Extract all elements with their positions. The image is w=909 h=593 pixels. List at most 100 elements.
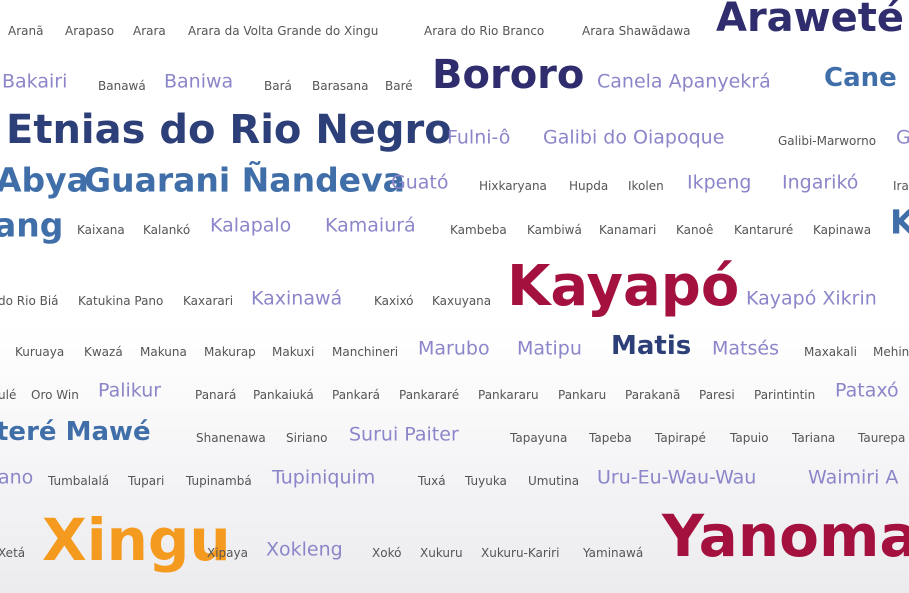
term-kaxixo[interactable]: Kaxixó (374, 294, 414, 308)
term-kambeba[interactable]: Kambeba (450, 223, 507, 237)
term-tapayuna[interactable]: Tapayuna (510, 431, 568, 445)
term-katukina-pano[interactable]: Katukina Pano (78, 294, 164, 308)
term-tuyuka[interactable]: Tuyuka (465, 474, 507, 488)
term-tupiniquim[interactable]: Tupiniquim (272, 466, 376, 489)
term-pankararu[interactable]: Pankararu (478, 388, 539, 402)
term-surui-paiter[interactable]: Surui Paiter (349, 423, 459, 446)
term-arara-shawadawa[interactable]: Arara Shawãdawa (582, 24, 691, 38)
term-kaixana[interactable]: Kaixana (77, 223, 125, 237)
term-bororo[interactable]: Bororo (432, 52, 585, 98)
term-arara[interactable]: Arara (133, 24, 166, 38)
term-kaxinawa[interactable]: Kaxinawá (251, 287, 343, 310)
term-arawete[interactable]: Araweté (716, 0, 905, 41)
term-waimiri-a[interactable]: Waimiri A (808, 466, 899, 489)
term-shanenawa[interactable]: Shanenawa (196, 431, 266, 445)
term-oro-win[interactable]: Oro Win (31, 388, 79, 402)
term-kaxuyana[interactable]: Kaxuyana (432, 294, 492, 308)
term-xukuru-kariri[interactable]: Xukuru-Kariri (481, 546, 560, 560)
term-banawa[interactable]: Banawá (98, 79, 146, 93)
term-ule[interactable]: ulé (0, 388, 17, 402)
term-palikur[interactable]: Palikur (98, 379, 162, 402)
term-fulni-o[interactable]: Fulni-ô (447, 126, 511, 149)
term-uru-eu-wau-wau[interactable]: Uru-Eu-Wau-Wau (597, 466, 757, 489)
term-siriano[interactable]: Siriano (286, 431, 328, 445)
term-arara-do-rio-branco[interactable]: Arara do Rio Branco (424, 24, 545, 38)
term-kuruaya[interactable]: Kuruaya (15, 345, 65, 359)
term-matses[interactable]: Matsés (712, 337, 779, 360)
term-k[interactable]: K (890, 202, 909, 242)
term-arana[interactable]: Aranã (8, 24, 44, 38)
term-xingu[interactable]: Xingu (42, 506, 231, 574)
term-tupari[interactable]: Tupari (128, 474, 165, 488)
term-tariana[interactable]: Tariana (792, 431, 836, 445)
term-baniwa[interactable]: Baniwa (164, 70, 234, 93)
term-bare[interactable]: Baré (385, 79, 413, 93)
term-bakairi[interactable]: Bakairi (2, 70, 68, 93)
term-kalapalo[interactable]: Kalapalo (210, 214, 292, 237)
term-mehin[interactable]: Mehin (873, 345, 909, 359)
term-xipaya[interactable]: Xipaya (207, 546, 248, 560)
term-panara[interactable]: Panará (195, 388, 237, 402)
term-makuna[interactable]: Makuna (140, 345, 187, 359)
term-kanoe[interactable]: Kanoê (676, 223, 714, 237)
term-bara[interactable]: Bará (264, 79, 292, 93)
term-arara-da-volta-grande-do-xingu[interactable]: Arara da Volta Grande do Xingu (188, 24, 379, 38)
term-tuxa[interactable]: Tuxá (418, 474, 446, 488)
term-guato[interactable]: Guató (391, 171, 449, 194)
term-canela-apanyekra[interactable]: Canela Apanyekrá (597, 70, 771, 93)
term-parintintin[interactable]: Parintintin (754, 388, 816, 402)
term-kaxarari[interactable]: Kaxarari (183, 294, 234, 308)
term-marubo[interactable]: Marubo (418, 337, 490, 360)
term-etnias-do-rio-negro[interactable]: Etnias do Rio Negro (6, 107, 452, 153)
term-manchineri[interactable]: Manchineri (332, 345, 399, 359)
term-pankaiuka[interactable]: Pankaiuká (253, 388, 314, 402)
term-tere-mawe[interactable]: teré Mawé (0, 417, 151, 447)
term-ingariko[interactable]: Ingarikó (782, 171, 859, 194)
term-guarani-nandeva[interactable]: Guarani Ñandeva (84, 160, 405, 200)
term-kantarure[interactable]: Kantaruré (734, 223, 794, 237)
term-abya[interactable]: Abya (0, 160, 89, 200)
term-makurap[interactable]: Makurap (204, 345, 256, 359)
term-galibi-do-oiapoque[interactable]: Galibi do Oiapoque (543, 126, 725, 149)
term-yanoma[interactable]: Yanoma (662, 502, 909, 570)
term-xokleng[interactable]: Xokleng (266, 538, 343, 561)
term-tumbalala[interactable]: Tumbalalá (48, 474, 110, 488)
term-umutina[interactable]: Umutina (528, 474, 580, 488)
term-ang[interactable]: ang (0, 205, 64, 245)
term-maxakali[interactable]: Maxakali (804, 345, 857, 359)
term-hupda[interactable]: Hupda (569, 179, 609, 193)
term-g[interactable]: G (896, 126, 909, 149)
term-barasana[interactable]: Barasana (312, 79, 369, 93)
term-kamaiura[interactable]: Kamaiurá (325, 214, 416, 237)
term-pataxo[interactable]: Pataxó (835, 379, 899, 402)
term-parakana[interactable]: Parakanã (625, 388, 681, 402)
term-pankara[interactable]: Pankará (332, 388, 381, 402)
term-cane[interactable]: Cane (824, 63, 897, 93)
term-xeta[interactable]: Xetá (0, 546, 26, 560)
term-kalanko[interactable]: Kalankó (143, 223, 191, 237)
term-pankarare[interactable]: Pankararé (399, 388, 460, 402)
term-makuxi[interactable]: Makuxi (272, 345, 315, 359)
term-ikolen[interactable]: Ikolen (628, 179, 664, 193)
term-tupinamba[interactable]: Tupinambá (186, 474, 252, 488)
term-ikpeng[interactable]: Ikpeng (687, 171, 752, 194)
term-kayapo[interactable]: Kayapó (507, 254, 740, 319)
term-tapirape[interactable]: Tapirapé (655, 431, 706, 445)
term-kapinawa[interactable]: Kapinawa (813, 223, 872, 237)
term-do-rio-bia[interactable]: do Rio Biá (0, 294, 59, 308)
term-ano[interactable]: ano (0, 466, 34, 489)
term-yaminawa[interactable]: Yaminawá (583, 546, 644, 560)
term-tapuio[interactable]: Tapuio (730, 431, 769, 445)
term-tapeba[interactable]: Tapeba (589, 431, 632, 445)
term-matis[interactable]: Matis (611, 331, 692, 361)
term-hixkaryana[interactable]: Hixkaryana (479, 179, 547, 193)
term-kambiwa[interactable]: Kambiwá (527, 223, 582, 237)
term-galibi-marworno[interactable]: Galibi-Marworno (778, 134, 877, 148)
term-kayapo-xikrin[interactable]: Kayapó Xikrin (746, 287, 877, 310)
term-xoko[interactable]: Xokó (372, 546, 402, 560)
term-arapaso[interactable]: Arapaso (65, 24, 115, 38)
term-ira[interactable]: Ira (893, 179, 909, 193)
term-xukuru[interactable]: Xukuru (420, 546, 463, 560)
term-pankaru[interactable]: Pankaru (558, 388, 607, 402)
term-kanamari[interactable]: Kanamari (599, 223, 657, 237)
